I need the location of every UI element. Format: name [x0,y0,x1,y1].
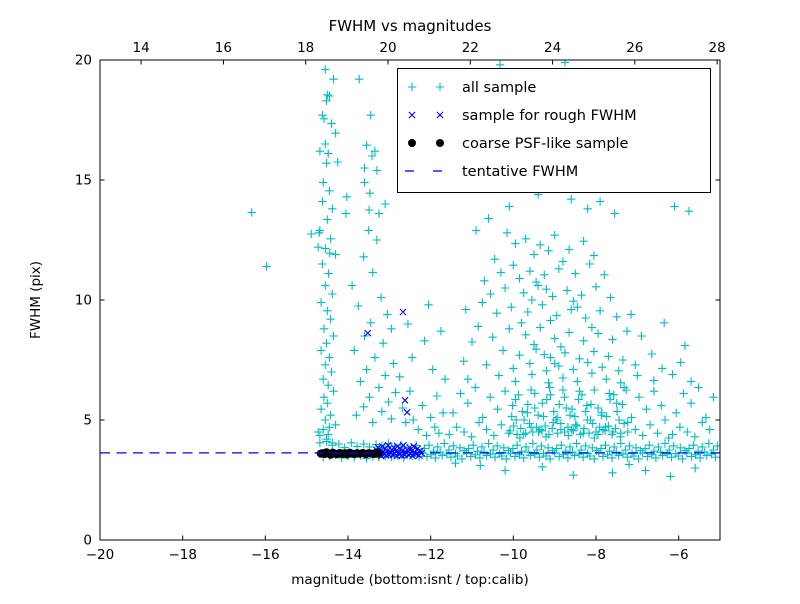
x-top-tick-label: 14 [133,40,150,56]
x-axis-label: magnitude (bottom:isnt / top:calib) [291,572,528,588]
legend-cross-marker-icon [408,111,416,119]
legend: all sample sample for rough FWHM coarse PS… [397,68,711,193]
x-bottom-tick-label: −8 [586,547,606,563]
x-bottom-tick-label: −12 [416,547,445,563]
rough-fwhm-sample-points [364,308,426,460]
x-top-tick-label: 26 [626,40,643,56]
legend-dot-marker-icon [408,139,416,147]
axes-ticks: −20 −18 −16 −14 −12 −10 −8 −6 14 16 18 20 22 24 26 28 0 5… [75,40,726,563]
y-axis-label: FWHM (pix) [28,261,44,339]
y-tick-label: 15 [75,173,92,189]
legend-item-label: all sample [462,80,536,96]
x-top-tick-label: 22 [462,40,479,56]
y-tick-label: 10 [75,293,92,309]
legend-cross-marker-icon [436,111,444,119]
chart-title: FWHM vs magnitudes [329,17,492,35]
psf-like-sample-points [316,448,383,459]
legend-item: all sample [407,80,536,96]
plot-points-layer [100,60,720,481]
legend-item: sample for rough FWHM [408,108,637,124]
psf-sample-dot [374,449,383,458]
x-top-tick-label: 20 [379,40,396,56]
y-tick-label: 20 [75,53,92,69]
x-bottom-tick-label: −14 [334,547,363,563]
legend-plus-marker-icon [407,82,417,92]
x-bottom-tick-label: −18 [168,547,197,563]
legend-item: tentative FWHM [405,164,578,180]
y-tick-label: 5 [83,413,92,429]
legend-dot-marker-icon [436,139,444,147]
x-bottom-tick-label: −6 [669,547,689,563]
x-bottom-tick-label: −10 [499,547,528,563]
x-bottom-tick-label: −20 [86,547,115,563]
legend-box [397,68,711,193]
legend-plus-marker-icon [435,82,445,92]
x-top-tick-label: 16 [215,40,232,56]
x-top-tick-label: 24 [544,40,561,56]
legend-item-label: tentative FWHM [462,164,578,180]
x-bottom-tick-label: −16 [251,547,280,563]
x-top-tick-label: 18 [297,40,314,56]
legend-item: coarse PSF-like sample [408,136,629,152]
legend-item-label: sample for rough FWHM [462,108,637,124]
x-top-tick-label: 28 [709,40,726,56]
legend-item-label: coarse PSF-like sample [462,136,629,152]
y-tick-label: 0 [83,533,92,549]
